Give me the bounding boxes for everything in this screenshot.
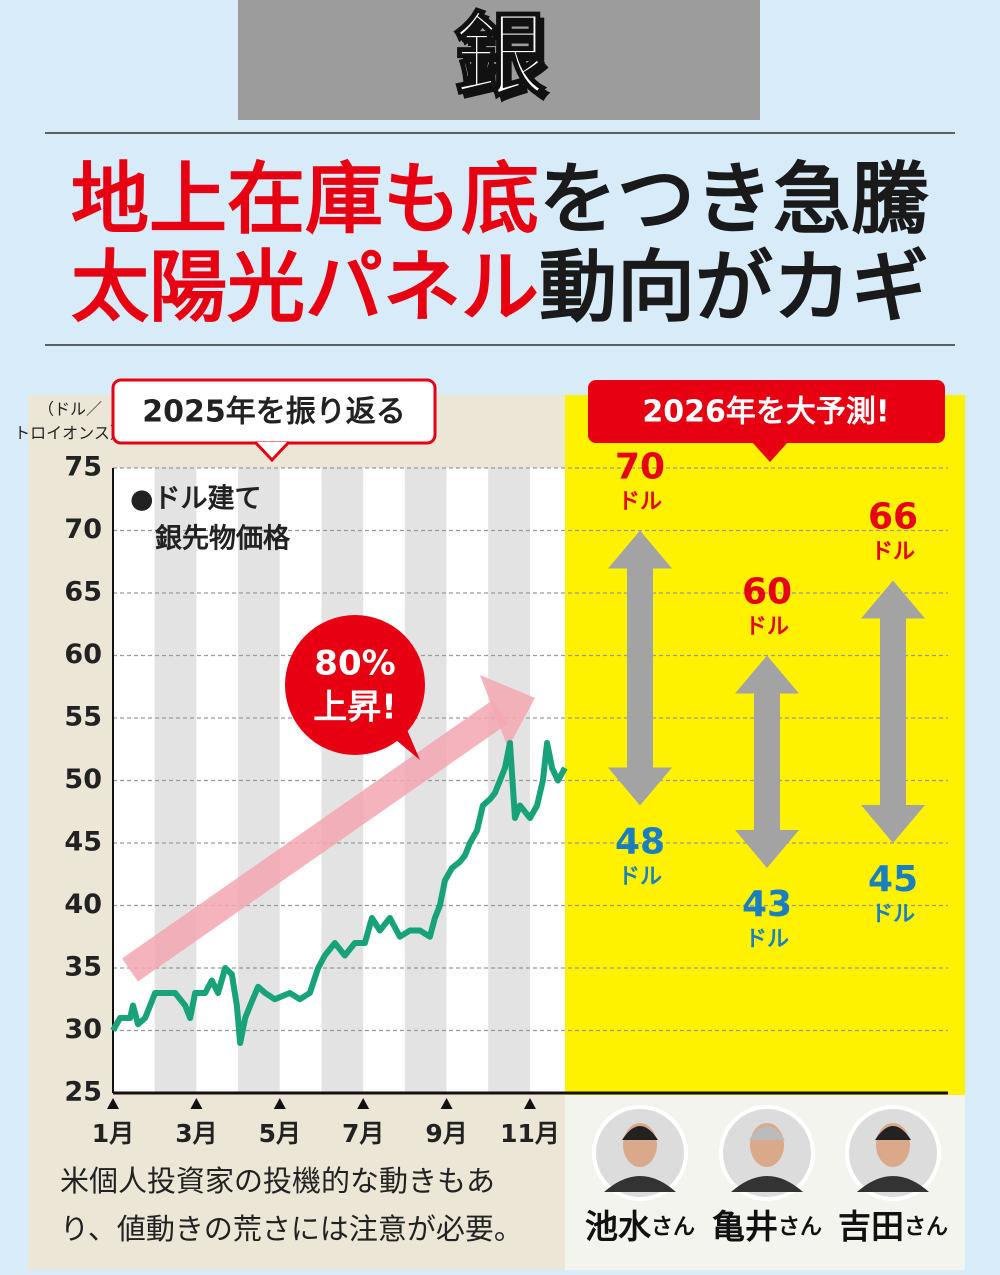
headline-segment: 地上在庫も底 — [71, 155, 539, 245]
trend-arrow — [121, 700, 509, 982]
high-label: 66 — [868, 497, 918, 538]
x-tick-label: 5月 — [259, 1119, 301, 1148]
y-tick-label: 30 — [64, 1014, 102, 1045]
x-tick — [107, 1098, 119, 1109]
stripe — [154, 468, 197, 1093]
high-unit: ドル — [618, 490, 662, 515]
name: 池水 — [585, 1207, 652, 1246]
photo-hair — [622, 1126, 658, 1140]
low-unit: ドル — [618, 865, 662, 890]
callout-box — [588, 380, 945, 443]
title-box — [238, 0, 760, 120]
name: 吉田 — [838, 1207, 904, 1246]
photo-hair — [875, 1126, 911, 1140]
person-name: 池水さん — [585, 1207, 695, 1246]
note: り、値動きの荒さには注意が必要。 — [60, 1212, 523, 1246]
trend-arrow-head — [480, 675, 535, 748]
headline-line: 地上在庫も底をつき急騰 — [71, 155, 929, 245]
annotation-tail — [390, 725, 420, 760]
y-tick-label: 25 — [64, 1077, 102, 1108]
x-tick — [523, 1098, 536, 1109]
photo-body — [604, 1176, 676, 1192]
callout-tail — [752, 442, 788, 462]
photo-body — [731, 1176, 803, 1192]
x-tick-label: 11月 — [500, 1119, 560, 1148]
range-arrow — [861, 580, 925, 843]
photo-hair — [749, 1126, 785, 1140]
range-arrow — [735, 655, 799, 868]
y-tick-label: 55 — [64, 702, 102, 733]
low-label: 43 — [742, 884, 792, 925]
y-tick-label: 60 — [64, 639, 102, 670]
person-name: 吉田さん — [838, 1207, 948, 1246]
suffix: さん — [904, 1215, 948, 1240]
high-unit: ドル — [745, 615, 789, 640]
suffix: さん — [651, 1215, 695, 1240]
callout-text: 2025年を振り返る — [142, 395, 406, 430]
annotation: 80% — [314, 644, 395, 684]
y-tick-label: 65 — [64, 577, 102, 608]
annotation: 上昇! — [313, 688, 397, 728]
suffix: さん — [778, 1215, 822, 1240]
x-tick-label: 7月 — [342, 1119, 384, 1148]
headline-segment: 太陽光パネル — [71, 243, 539, 333]
title: 銀 — [454, 2, 546, 109]
y-tick-label: 35 — [64, 952, 102, 983]
stripe — [196, 468, 239, 1093]
x-tick-label: 1月 — [92, 1119, 134, 1148]
series-label: 銀先物価格 — [155, 524, 291, 555]
title-shadow: 銀 — [459, 7, 551, 114]
series-label: ●ドル建て — [130, 484, 262, 515]
stripe — [113, 468, 155, 1093]
low-unit: ドル — [871, 902, 915, 927]
y-tick-label: 75 — [64, 452, 102, 483]
y-tick-label: 50 — [64, 764, 102, 795]
headline-segment: 動向がカギ — [539, 243, 929, 333]
low-label: 48 — [615, 822, 665, 863]
stripe — [488, 468, 530, 1093]
x-tick — [273, 1098, 286, 1109]
person-name: 亀井さん — [712, 1207, 822, 1246]
stripe — [446, 468, 489, 1093]
y-tick-label: 45 — [64, 827, 102, 858]
x-tick-label: 9月 — [425, 1119, 467, 1148]
y-unit: トロイオンス） — [14, 424, 126, 443]
y-unit: （ドル／ — [38, 400, 102, 419]
x-tick — [190, 1098, 203, 1109]
y-tick-label: 40 — [64, 889, 102, 920]
high-label: 60 — [742, 572, 792, 613]
note: 米個人投資家の投機的な動きもあ — [60, 1164, 495, 1198]
stripe — [321, 468, 364, 1093]
annotation-bubble — [285, 615, 425, 755]
x-tick — [440, 1098, 453, 1109]
headline-line: 太陽光パネル動向がカギ — [71, 243, 929, 333]
stripe — [279, 468, 322, 1093]
range-arrow — [608, 530, 672, 806]
headline-segment: をつき急騰 — [539, 155, 929, 245]
x-tick — [357, 1098, 370, 1109]
y-tick-label: 70 — [64, 514, 102, 545]
callout-text: 2026年を大予測! — [642, 395, 889, 430]
high-label: 70 — [615, 447, 665, 488]
price-line — [110, 740, 568, 1046]
low-label: 45 — [868, 859, 918, 900]
x-tick-label: 3月 — [175, 1119, 217, 1148]
callout-tail — [253, 440, 291, 463]
photo-body — [857, 1176, 929, 1192]
name: 亀井 — [712, 1207, 778, 1246]
high-unit: ドル — [871, 540, 915, 565]
low-unit: ドル — [745, 927, 789, 952]
